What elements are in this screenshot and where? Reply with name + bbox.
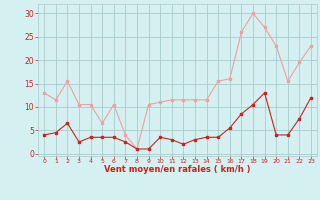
X-axis label: Vent moyen/en rafales ( km/h ): Vent moyen/en rafales ( km/h ): [104, 165, 251, 174]
